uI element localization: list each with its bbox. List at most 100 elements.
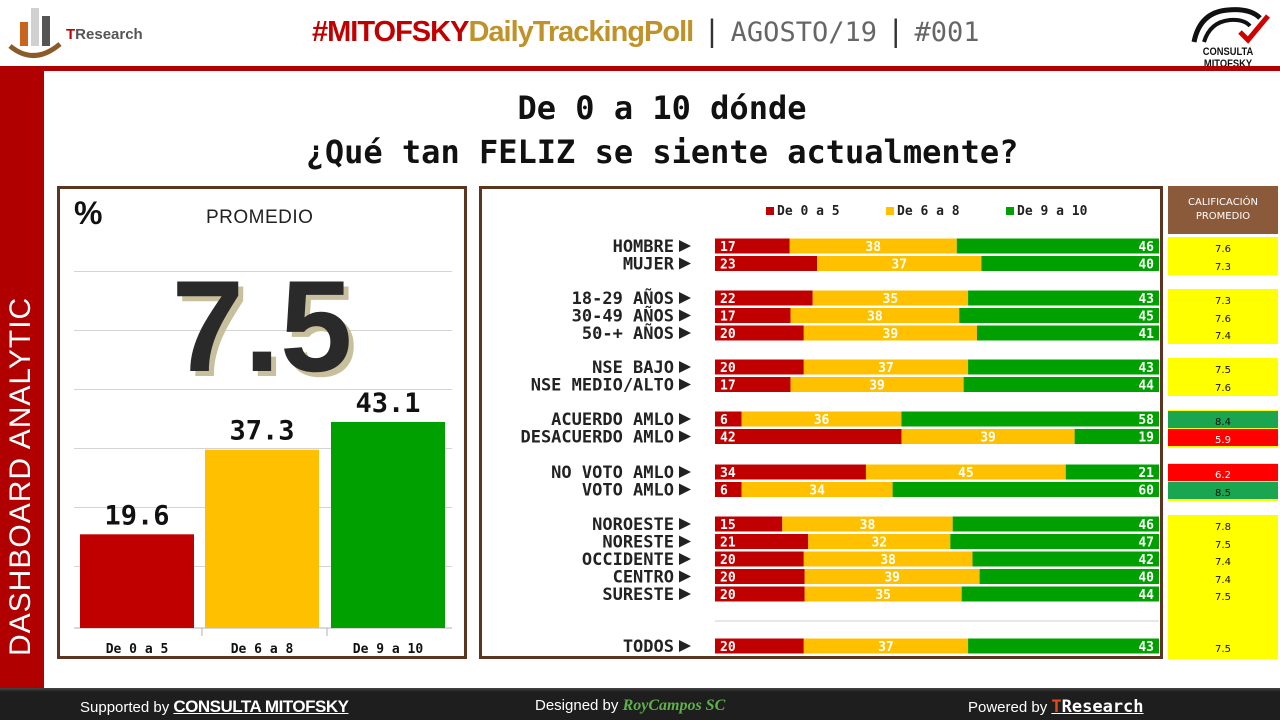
segment-value-label: 46 [1138,518,1154,533]
avg-value: 7.3 [1215,261,1231,273]
segment-value-label: 20 [720,553,736,568]
bar-segment [968,638,1159,654]
segment-value-label: 20 [720,361,736,376]
avg-group-bg [1168,289,1278,344]
bar-segment [892,482,1159,497]
x-tick-label: De 9 a 10 [353,642,424,656]
header: TResearch #MITOFSKYDailyTrackingPoll | AGO… [0,0,1280,70]
header-divider [0,66,1280,71]
summary-panel: % PROMEDIO 7.5 19.6 De 0 a 5 37.3 De 6 a 8 4… [57,186,467,659]
bar-1 [80,534,194,628]
bar-segment [790,377,964,392]
footer-designed-prefix: Designed by [535,697,619,714]
segment-value-label: 39 [980,431,996,446]
segment-value-label: 15 [720,518,736,533]
row-label: 18-29 AÑOS [572,286,674,309]
gridline [74,389,452,390]
segment-value-label: 42 [1138,553,1154,568]
bar-segment [803,551,973,567]
row-label: CENTRO [613,568,674,588]
segment-value-label: 40 [1138,258,1154,273]
promedio-value: 7.5 [171,253,353,399]
footer-designed-brand[interactable]: RoyCampos SC [622,697,726,714]
bar-segment [715,516,783,532]
title-number: #001 [914,17,980,48]
title-date: AGOSTO/19 [730,17,877,48]
bar-segment [715,464,866,480]
bar-segment [901,429,1075,444]
footer-powered-brand[interactable]: TResearch [1051,697,1143,717]
segment-value-label: 20 [720,588,736,603]
bar-segment [976,325,1159,341]
segments-stacked-bar-chart: De 0 a 5 De 6 a 8 De 9 a 10 HOMBRE 17 38 46 MUJ… [520,204,1159,656]
segment-value-label: 34 [720,466,736,481]
consulta-mitofsky-logo: CONSULTA MITOFSKY [1180,2,1276,70]
segment-value-label: 39 [869,379,885,394]
segment-value-label: 58 [1138,413,1154,428]
bar-segment [715,290,813,306]
segment-value-label: 32 [871,536,887,551]
question-line-1: De 0 a 10 dónde [517,89,807,127]
segments-panel: De 0 a 5 De 6 a 8 De 9 a 10 HOMBRE 17 38 46 MUJ… [479,186,1163,659]
segment-value-label: 46 [1138,240,1154,255]
segment-value-label: 22 [720,292,736,307]
segment-value-label: 38 [880,553,896,568]
bar-segment [803,359,969,375]
legend-label: De 9 a 10 [1017,204,1088,219]
segment-value-label: 34 [809,484,825,499]
segment-value-label: 19 [1138,431,1154,446]
avg-cell-bg [1168,428,1278,446]
row-label: NSE BAJO [592,358,674,378]
bar-segment [789,238,957,254]
avg-value: 7.4 [1215,574,1231,586]
footer-powered-brand-rest: Research [1061,697,1144,717]
row-label: OCCIDENTE [582,550,674,570]
avg-group-bg [1168,237,1278,275]
bar-segment [952,516,1159,532]
title-separator: | [886,14,905,48]
avg-cell-bg [1168,481,1278,499]
bar-segment [790,308,960,323]
row-arrow-icon [679,518,691,530]
segment-value-label: 41 [1138,327,1154,342]
segment-value-label: 40 [1138,571,1154,586]
bar-segment [804,586,962,602]
bar-segment [803,325,977,341]
bar-value-label: 43.1 [355,388,420,419]
sidebar: DASHBOARD ANALYTIC [0,71,44,688]
segment-value-label: 45 [958,466,974,481]
bar-segment [715,308,791,323]
footer-supported-brand[interactable]: CONSULTA MITOFSKY [173,697,349,716]
segment-value-label: 37 [891,258,907,273]
bar-segment [808,534,951,549]
row-label: TODOS [623,637,674,656]
segment-value-label: 17 [720,240,736,255]
avg-value: 6.2 [1215,470,1231,481]
bar-segment [968,290,1159,306]
row-arrow-icon [679,309,691,322]
segment-value-label: 43 [1138,640,1154,655]
row-arrow-icon [679,430,691,443]
bar-segment [812,290,969,306]
gridline [74,330,452,331]
segment-value-label: 43 [1138,361,1154,376]
row-arrow-icon [679,483,691,496]
avg-value: 7.8 [1215,522,1231,533]
avg-value: 8.4 [1215,417,1231,428]
bar-segment [741,482,893,497]
row-label: ACUERDO AMLO [551,410,674,430]
avg-value: 7.6 [1215,244,1231,255]
bar-segment [715,569,805,584]
segment-value-label: 17 [720,379,736,394]
row-arrow-icon [679,378,691,391]
footer-supported-prefix: Supported by [80,699,170,716]
segment-value-label: 35 [875,588,891,603]
legend-swatch [766,207,774,215]
avg-value: 8.5 [1215,487,1231,499]
question: De 0 a 10 dónde ¿Qué tan FELIZ se siente… [44,86,1280,174]
segment-value-label: 20 [720,571,736,586]
tresearch-logo-text: TResearch [66,26,143,43]
legend-swatch [886,207,894,215]
bar-2 [205,449,319,628]
row-label: NO VOTO AMLO [551,463,674,483]
